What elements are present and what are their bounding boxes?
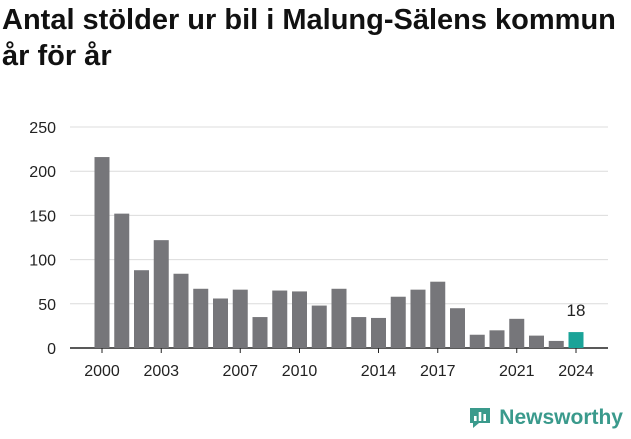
bar-2003	[153, 240, 169, 348]
bar-2017	[430, 281, 446, 348]
bar-2005	[193, 288, 209, 348]
y-tick-label: 100	[29, 253, 56, 270]
bar-2015	[390, 296, 406, 348]
y-tick-label: 150	[29, 208, 56, 225]
bar-2020	[489, 330, 505, 348]
bar-2000	[94, 157, 110, 348]
bars	[94, 157, 584, 348]
y-tick-label: 200	[29, 164, 56, 181]
highlight-value-label: 18	[567, 301, 586, 320]
y-tick-label: 250	[29, 120, 56, 137]
bar-2006	[213, 298, 228, 348]
bar-2002	[134, 270, 149, 348]
x-tick-label: 2014	[361, 363, 397, 380]
bar-2007	[232, 289, 248, 348]
bar-2024	[568, 332, 584, 348]
y-tick-label: 0	[47, 341, 56, 358]
x-tick-label: 2003	[143, 363, 179, 380]
brand-name: Newsworthy	[499, 406, 623, 429]
y-tick-label: 50	[38, 297, 56, 314]
bar-2016	[410, 289, 426, 348]
bar-2018	[450, 308, 465, 348]
bar-2012	[331, 288, 347, 348]
labels: 0 50 100 150 200 250 2000 2003 2007 2010 2014 2017 2…	[29, 120, 594, 380]
bar-2023	[548, 340, 564, 348]
bar-2014	[371, 317, 386, 348]
bar-2001	[114, 213, 130, 348]
newsworthy-logo: Newsworthy	[467, 405, 623, 431]
bar-2004	[173, 273, 189, 348]
x-tick-label: 2024	[558, 363, 594, 380]
x-tick-label: 2010	[282, 363, 318, 380]
bar-2011	[311, 305, 327, 348]
bar-2019	[469, 334, 485, 348]
x-tick-label: 2000	[84, 363, 120, 380]
bar-2009	[272, 290, 288, 348]
chart-title: Antal stölder ur bil i Malung-Sälens kom…	[2, 4, 616, 72]
bar-2008	[252, 317, 268, 348]
x-tick-label: 2007	[222, 363, 258, 380]
x-tick-label: 2017	[420, 363, 456, 380]
bar-2022	[529, 335, 544, 348]
newsworthy-icon	[470, 408, 491, 428]
bar-2021	[509, 318, 525, 348]
bar-2013	[351, 317, 367, 348]
bar-2010	[292, 291, 307, 348]
x-tick-label: 2021	[499, 363, 535, 380]
